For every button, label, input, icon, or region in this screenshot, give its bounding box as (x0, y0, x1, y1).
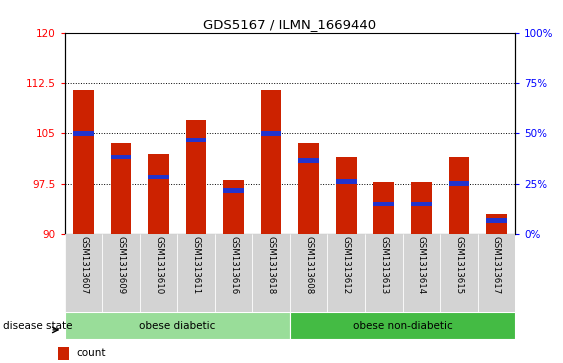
Bar (486, 219, 507, 223)
Bar (449, 157, 469, 234)
Bar (336, 179, 356, 184)
Bar (477, 234, 515, 312)
Bar (148, 154, 169, 234)
Text: obese diabetic: obese diabetic (139, 321, 216, 331)
Text: GSM1313616: GSM1313616 (229, 236, 238, 295)
Bar (215, 234, 252, 312)
Bar (111, 143, 131, 234)
Text: GSM1313608: GSM1313608 (304, 236, 313, 295)
Bar (290, 234, 328, 312)
Text: GSM1313609: GSM1313609 (117, 236, 126, 295)
Text: GSM1313612: GSM1313612 (342, 236, 351, 295)
Bar (73, 90, 94, 234)
Text: GSM1313618: GSM1313618 (267, 236, 276, 295)
Bar (252, 234, 290, 312)
Bar (186, 138, 207, 142)
Text: obese non-diabetic: obese non-diabetic (352, 321, 453, 331)
Bar (177, 234, 215, 312)
Bar (298, 143, 319, 234)
Text: GSM1313613: GSM1313613 (379, 236, 388, 295)
Text: GSM1313607: GSM1313607 (79, 236, 88, 295)
Bar (365, 234, 403, 312)
Bar (290, 312, 515, 339)
Bar (261, 131, 282, 136)
Bar (148, 175, 169, 179)
Bar (224, 188, 244, 193)
Title: GDS5167 / ILMN_1669440: GDS5167 / ILMN_1669440 (203, 19, 377, 32)
Bar (411, 201, 432, 206)
Bar (111, 155, 131, 159)
Bar (65, 312, 290, 339)
Bar (224, 180, 244, 234)
Bar (65, 234, 102, 312)
Text: GSM1313610: GSM1313610 (154, 236, 163, 295)
Bar (58, 347, 69, 360)
Bar (102, 234, 140, 312)
Bar (73, 131, 94, 136)
Text: GSM1313614: GSM1313614 (417, 236, 426, 295)
Bar (140, 234, 177, 312)
Bar (373, 201, 394, 206)
Text: count: count (76, 348, 105, 359)
Bar (298, 158, 319, 163)
Bar (336, 157, 356, 234)
Bar (486, 214, 507, 234)
Bar (403, 234, 440, 312)
Bar (261, 90, 282, 234)
Text: GSM1313615: GSM1313615 (454, 236, 463, 295)
Bar (411, 182, 432, 234)
Text: disease state: disease state (3, 321, 72, 331)
Text: GSM1313617: GSM1313617 (492, 236, 501, 295)
Bar (373, 182, 394, 234)
Bar (440, 234, 477, 312)
Bar (328, 234, 365, 312)
Text: GSM1313611: GSM1313611 (191, 236, 200, 295)
Bar (186, 120, 207, 234)
Bar (449, 182, 469, 186)
